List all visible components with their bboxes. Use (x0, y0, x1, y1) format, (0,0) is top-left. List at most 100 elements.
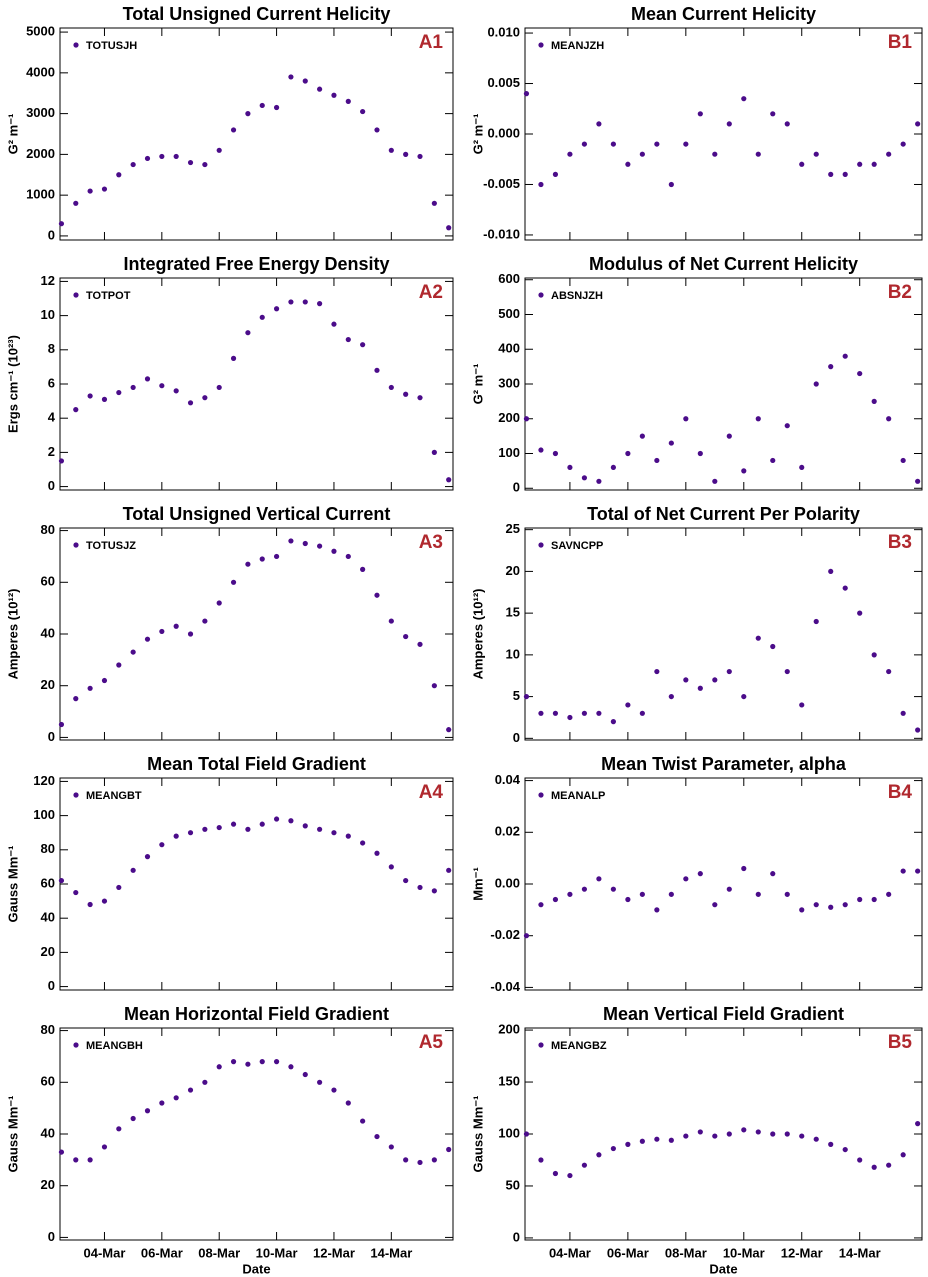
data-point (799, 464, 805, 471)
data-point (900, 141, 906, 147)
data-point (216, 600, 222, 606)
legend-label: MEANGBH (86, 1040, 143, 1052)
y-tick-label: 60 (41, 875, 55, 890)
data-point (639, 891, 645, 897)
data-point (784, 1131, 790, 1137)
data-point (784, 668, 790, 675)
data-point (345, 336, 351, 343)
data-point (625, 450, 631, 457)
plot-frame (524, 527, 923, 741)
data-point (857, 161, 863, 167)
data-point (403, 633, 409, 640)
data-point (202, 1079, 208, 1085)
data-point (58, 1149, 65, 1155)
data-point (726, 886, 732, 892)
data-point (799, 907, 805, 913)
legend-label: SAVNCPP (551, 540, 603, 552)
data-point (654, 1136, 660, 1142)
x-tick-label: 14-Mar (370, 1245, 412, 1260)
y-tick-label: 25 (506, 521, 520, 536)
y-tick-label: 40 (41, 625, 55, 640)
data-point (345, 1100, 351, 1106)
data-point (273, 553, 280, 560)
data-point (417, 884, 423, 891)
data-point (668, 891, 674, 897)
data-point (202, 395, 208, 401)
data-point (101, 677, 108, 684)
plot-frame (59, 27, 454, 241)
x-tick-label: 04-Mar (549, 1245, 591, 1260)
data-point (697, 685, 703, 691)
x-tick-label: 12-Mar (313, 1245, 355, 1260)
y-tick-label: 0 (48, 227, 55, 242)
panel-title: Mean Total Field Gradient (147, 754, 366, 774)
data-point (302, 78, 308, 84)
data-point (610, 141, 616, 147)
data-point (73, 1157, 79, 1163)
y-tick-label: 600 (498, 271, 520, 286)
panel-label: A2 (419, 282, 443, 303)
data-point (813, 381, 819, 387)
data-point (770, 871, 776, 877)
x-axis-label: Date (709, 1261, 737, 1276)
y-tick-label: 0 (513, 480, 520, 495)
data-point (360, 566, 366, 572)
data-point (116, 172, 122, 178)
y-tick-label: 80 (41, 522, 55, 537)
legend-swatch (538, 292, 544, 298)
data-point (345, 553, 351, 560)
data-point (842, 171, 848, 177)
data-point (523, 91, 530, 97)
panel-label: B4 (888, 782, 913, 803)
y-tick-label: 6 (48, 375, 55, 390)
data-point (900, 710, 906, 716)
data-point (625, 161, 631, 167)
data-point (273, 816, 280, 822)
data-point (302, 540, 308, 547)
legend-swatch (73, 1042, 79, 1048)
panel-label: A3 (419, 532, 443, 553)
data-point (403, 151, 409, 157)
y-tick-label: 200 (498, 410, 520, 425)
data-point (87, 901, 93, 908)
data-point (317, 543, 323, 549)
data-point (610, 1145, 616, 1152)
data-point (230, 355, 237, 361)
data-point (567, 1172, 573, 1179)
y-tick-label: 0.02 (495, 824, 520, 839)
data-point (245, 561, 251, 567)
data-point (712, 902, 718, 908)
data-point (331, 830, 337, 836)
data-point (87, 393, 93, 399)
data-point (567, 891, 573, 897)
data-point (610, 886, 616, 892)
data-point (712, 478, 718, 484)
y-tick-label: 60 (41, 1074, 55, 1089)
data-point (886, 1162, 892, 1168)
y-tick-label: 0 (48, 1229, 55, 1244)
data-point (388, 618, 394, 624)
x-tick-label: 06-Mar (607, 1245, 649, 1260)
y-axis-label: Mm⁻¹ (470, 867, 485, 901)
y-axis-label: Gauss Mm⁻¹ (5, 1096, 20, 1173)
data-point (871, 1164, 877, 1170)
data-point (596, 1152, 602, 1158)
data-point (842, 1146, 848, 1153)
data-point (828, 904, 834, 910)
y-tick-label: 20 (41, 944, 55, 959)
data-point (654, 668, 660, 675)
data-point (625, 702, 631, 708)
data-point (58, 458, 65, 464)
panel-title: Mean Horizontal Field Gradient (124, 1004, 389, 1024)
legend-label: MEANJZH (551, 40, 604, 52)
data-point (654, 907, 660, 913)
panel-title: Total Unsigned Current Helicity (123, 4, 391, 24)
data-point (813, 1136, 819, 1142)
data-point (187, 631, 194, 637)
legend-label: TOTUSJH (86, 40, 137, 52)
y-tick-label: 120 (33, 773, 55, 788)
data-point (581, 475, 588, 481)
data-point (683, 1133, 689, 1139)
legend-swatch (73, 42, 79, 48)
